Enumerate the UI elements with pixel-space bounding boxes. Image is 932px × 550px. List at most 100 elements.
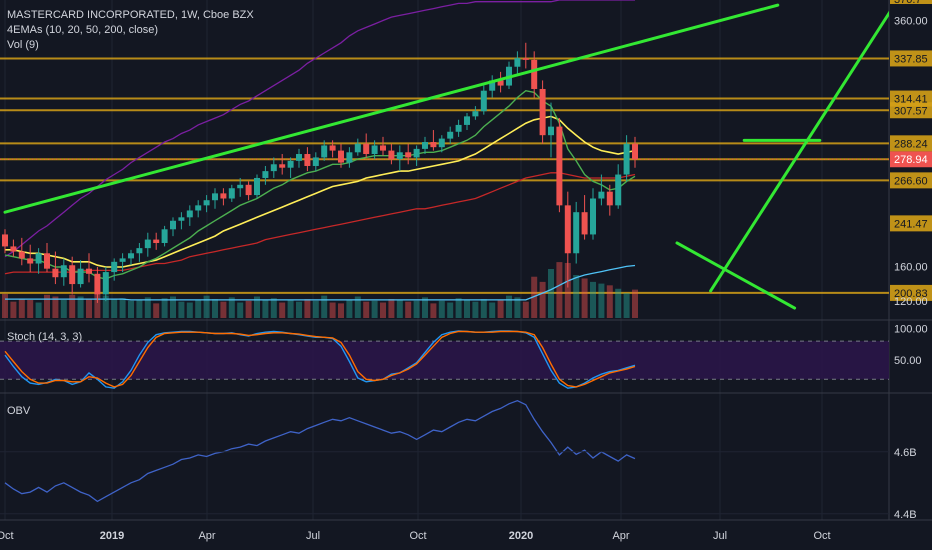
volume-bar: [548, 268, 554, 318]
volume-bar: [430, 303, 437, 318]
candle-body: [321, 145, 328, 158]
level-tag: [890, 215, 932, 232]
price-axis-label: 307.57: [894, 105, 928, 117]
candle-body: [170, 220, 176, 230]
stoch-axis-label: 50.00: [894, 355, 922, 367]
volume-bar: [321, 295, 328, 318]
volume-bar: [44, 294, 50, 318]
volume-bar: [170, 296, 176, 318]
volume-bar: [464, 299, 470, 318]
candle-body: [245, 184, 252, 196]
candle-body: [413, 148, 420, 158]
time-axis-label: Oct: [0, 530, 14, 542]
volume-bar: [480, 299, 487, 318]
volume-bar: [228, 297, 235, 318]
price-legend: MASTERCARD INCORPORATED, 1W, Cboe BZX 4E…: [7, 8, 254, 53]
candle-body: [573, 212, 580, 254]
candle-body: [405, 152, 412, 158]
obv-axis-label: 4.4B: [894, 509, 917, 521]
volume-bar: [447, 302, 454, 318]
symbol-title[interactable]: MASTERCARD INCORPORATED, 1W, Cboe BZX: [7, 9, 254, 21]
volume-bar: [52, 296, 59, 318]
volume-bar: [128, 300, 134, 318]
ema50-line: [4, 172, 636, 275]
volume-bar: [10, 301, 17, 318]
volume-bar: [489, 302, 496, 318]
candle-body: [396, 152, 403, 160]
candle-body: [338, 150, 344, 163]
stoch-axis-label: 100.00: [894, 323, 928, 335]
volume-ma-line: [5, 264, 636, 301]
volume-bar: [119, 298, 126, 318]
candle-body: [228, 188, 235, 199]
candle-body: [480, 90, 487, 112]
price-axis-label: 200.83: [894, 288, 928, 300]
volume-bar: [514, 297, 521, 318]
candle-body: [522, 58, 529, 60]
candle-body: [35, 253, 42, 264]
candle-body: [136, 248, 143, 254]
volume-bar: [212, 299, 218, 318]
candle-body: [581, 212, 588, 235]
volume-bar: [94, 293, 101, 318]
ema-legend[interactable]: 4EMAs (10, 20, 50, 200, close): [7, 24, 159, 36]
volume-bar: [312, 300, 319, 318]
price-axis-label: 241.47: [894, 218, 928, 230]
candle-body: [497, 80, 504, 86]
volume-bar: [455, 298, 462, 318]
candle-body: [212, 193, 218, 201]
candle-body: [489, 80, 496, 91]
candle-body: [564, 205, 571, 254]
stoch-legend[interactable]: Stoch (14, 3, 3): [7, 331, 83, 343]
candle-body: [447, 131, 454, 139]
candle-body: [203, 200, 210, 206]
volume-bar: [422, 297, 428, 318]
volume-bar: [186, 302, 193, 318]
candle-body: [312, 157, 319, 166]
candle-body: [195, 205, 202, 211]
volume-bar: [581, 278, 588, 318]
volume-bar: [86, 299, 92, 318]
volume-bar: [472, 301, 479, 318]
volume-legend[interactable]: Vol (9): [7, 39, 39, 51]
stoch-d-line: [4, 330, 636, 388]
volume-bar: [380, 302, 386, 318]
candle-body: [556, 126, 563, 206]
candle-body: [254, 177, 260, 196]
obv-legend[interactable]: OBV: [7, 405, 31, 417]
obv-axis-label: 4.6B: [894, 447, 917, 459]
time-axis-label: Apr: [198, 530, 215, 542]
stoch-band: [0, 341, 889, 380]
candle-body: [178, 217, 185, 221]
volume-bar: [161, 298, 168, 318]
time-axis-label: Oct: [813, 530, 830, 542]
volume-bar: [438, 300, 445, 318]
volume-bar: [396, 299, 403, 318]
volume-bar: [195, 299, 202, 318]
obv-line: [4, 399, 636, 503]
candle-body: [279, 164, 286, 168]
candle-body: [102, 272, 109, 295]
volume-bar: [178, 301, 185, 318]
volume-bar: [615, 288, 622, 318]
volume-bar: [111, 299, 118, 318]
candle-body: [69, 265, 76, 285]
time-axis-label: Apr: [612, 530, 629, 542]
time-axis-label: Jul: [713, 530, 727, 542]
candle-body: [111, 261, 118, 273]
last-price-tag: [890, 151, 932, 168]
candle-body: [94, 273, 101, 295]
candle-body: [422, 142, 428, 149]
candle-body: [590, 198, 596, 235]
candle-body: [237, 184, 244, 189]
level-tag: [890, 50, 932, 67]
candle-body: [455, 124, 462, 132]
candle-body: [598, 191, 605, 199]
candle-body: [464, 116, 470, 125]
time-axis-label: Jul: [306, 530, 320, 542]
volume-bar: [153, 303, 160, 318]
candle-body: [186, 210, 193, 218]
volume-bar: [270, 298, 277, 318]
